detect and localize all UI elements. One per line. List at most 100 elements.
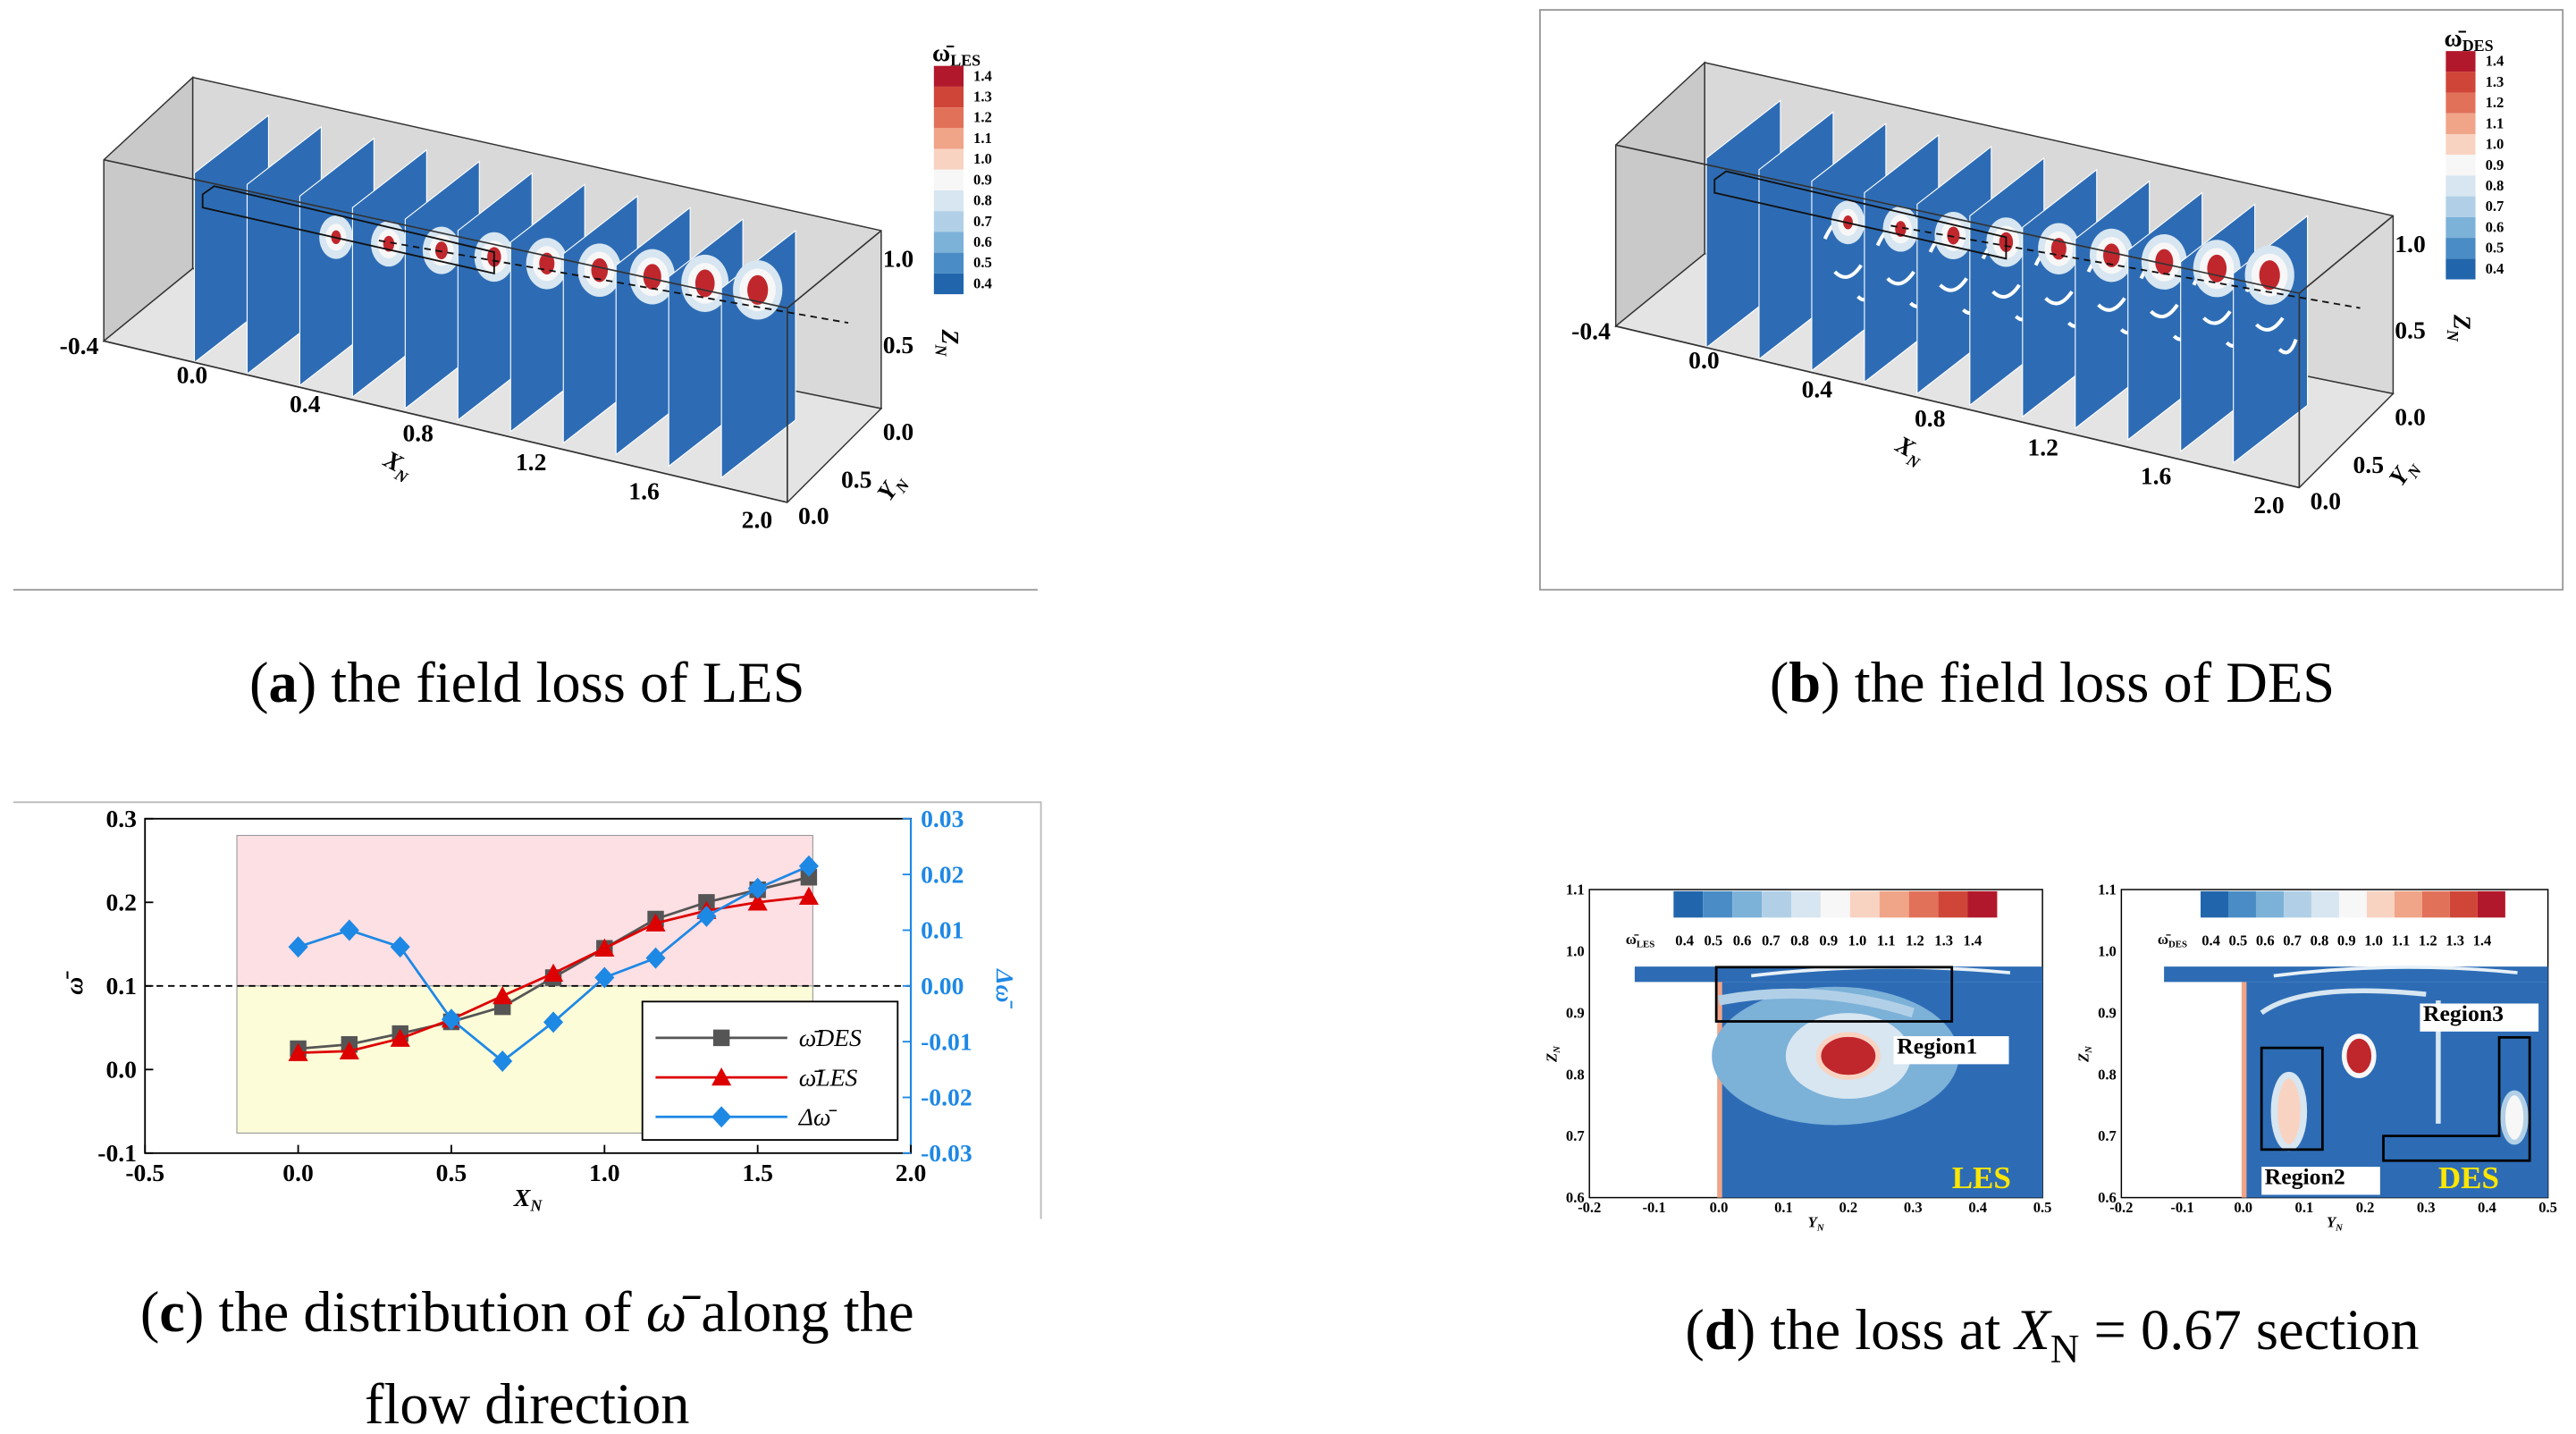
section-plot: Region2 Region3 DES 0.4 0.5 0.6 0.7 0.8 0.9 1.0 1.… — [2075, 881, 2557, 1234]
x-tick-label: -0.5 — [125, 1159, 164, 1186]
colorbar-band — [2227, 890, 2256, 918]
box-front-edges — [103, 158, 882, 503]
colorbar-band — [933, 252, 964, 274]
region-label-bg — [2420, 1003, 2539, 1032]
colorbar-label: 0.7 — [973, 213, 992, 230]
caption: flow direction — [365, 1372, 690, 1434]
colorbar-band — [2446, 155, 2476, 176]
colorbar-band — [2446, 72, 2476, 93]
x-tick-label: -0.4 — [60, 332, 99, 359]
marker — [798, 855, 819, 877]
region-label-bg — [2261, 1167, 2380, 1195]
z-axis-label-part: Z — [937, 329, 964, 345]
colorbar-label: 0.4 — [2486, 260, 2504, 277]
marker — [288, 936, 308, 958]
y-tick-label: 0.5 — [2353, 451, 2384, 478]
marker — [645, 947, 666, 969]
colorbar-label: 1.2 — [2419, 932, 2437, 949]
marker — [747, 892, 768, 911]
colorbar-band — [933, 190, 964, 212]
z-tick-label: 0.5 — [2395, 316, 2426, 344]
caption-part: c — [159, 1280, 185, 1344]
box-front-edges — [1615, 144, 2394, 489]
x-tick-label: 0.0 — [177, 361, 208, 389]
marker — [441, 1008, 462, 1031]
x-axis-label-part: X — [513, 1184, 531, 1211]
vortex-core — [2103, 243, 2120, 267]
y-tick-label: 1.1 — [1566, 881, 1585, 898]
marker — [288, 1042, 308, 1061]
caption-part: X — [2012, 1298, 2052, 1362]
caption: (d) the loss at XN = 0.67 section — [1685, 1298, 2419, 1371]
loss-core — [1815, 1032, 1881, 1080]
x-tick-label: 0.1 — [1774, 1199, 1793, 1216]
marker — [390, 936, 410, 958]
colorbar-label: 0.6 — [973, 233, 992, 250]
x-axis-label-part: Y — [2327, 1214, 2337, 1231]
colorbar-label: 1.2 — [2486, 94, 2504, 111]
x-tick-label: 0.0 — [1710, 1199, 1729, 1216]
y-tick-label: 0.5 — [841, 465, 872, 493]
caption-part: ) the field loss of LES — [298, 651, 805, 714]
colorbar-label: 0.9 — [2337, 932, 2356, 949]
vortex-core — [1947, 226, 1960, 245]
colorbar-label: 1.0 — [2364, 932, 2383, 949]
loss-blob — [2270, 1071, 2308, 1151]
x-tick-label: 2.0 — [896, 1159, 927, 1186]
vortex-core — [383, 235, 395, 252]
caption-part: a — [268, 651, 297, 714]
colorbar-label: 0.7 — [2283, 932, 2302, 949]
colorbar-band — [2446, 238, 2476, 259]
colorbar-band — [2446, 216, 2476, 239]
x-axis-label: YN — [1808, 1214, 1825, 1234]
colorbar-label: 0.4 — [973, 274, 992, 291]
caption-part: = 0.67 section — [2079, 1298, 2419, 1362]
marker — [492, 985, 513, 1005]
colorbar-band — [933, 128, 964, 149]
z-axis-label-part: Z — [2449, 314, 2477, 330]
legend-box — [641, 1000, 899, 1142]
y2-tick-label: 0.01 — [921, 916, 964, 944]
colorbar-band — [2366, 890, 2395, 918]
colorbar-label: 1.1 — [2486, 114, 2504, 131]
vortex-core — [643, 264, 661, 290]
field-panel: -0.40.00.40.81.21.62.0 0.00.50.00.51.0XNY… — [1571, 24, 2504, 519]
colorbar-label: 0.9 — [2486, 156, 2504, 173]
marker — [390, 1028, 410, 1047]
marker — [747, 877, 768, 899]
colorbar-label: 1.2 — [973, 109, 992, 126]
colorbar-band — [933, 65, 964, 87]
colorbar-label: 1.1 — [1877, 932, 1896, 949]
colorbar-title-part: DES — [2462, 37, 2494, 55]
inlet-bar — [2164, 966, 2548, 983]
y-axis-label-part: N — [2084, 1045, 2094, 1054]
colorbar-band — [2255, 890, 2284, 918]
colorbar-title: ω̄LES — [1626, 931, 1654, 950]
colorbar-band — [2446, 92, 2476, 114]
caption-part: along the — [686, 1280, 913, 1344]
legend-marker — [711, 1106, 732, 1128]
colorbar-band — [2446, 175, 2476, 197]
z-axis-label: ZN — [932, 329, 964, 358]
colorbar-label: 1.0 — [973, 150, 992, 167]
colorbar-label: 0.5 — [1705, 932, 1723, 949]
vortex-core — [2155, 249, 2174, 275]
colorbar-label: 0.8 — [2311, 932, 2329, 949]
z-tick-label: 0.0 — [2395, 402, 2426, 430]
z-tick-label: 0.0 — [883, 418, 914, 445]
x-axis-label-part: N — [2335, 1222, 2344, 1233]
x-tick-label: 1.5 — [742, 1159, 773, 1186]
y-tick-label: 0.2 — [105, 889, 137, 916]
line-chart: -0.5 0.0 0.5 1.0 1.5 2.0 -0.1 0.0 0.1 0.2 0.3 -0.03… — [60, 805, 1019, 1214]
region-label: Region3 — [2423, 1000, 2504, 1026]
colorbar-label: 1.3 — [1934, 932, 1953, 949]
colorbar-label: 0.5 — [973, 254, 992, 271]
colorbar-label: 0.6 — [1733, 932, 1752, 949]
region-label-bg — [1893, 1036, 2009, 1065]
x-tick-label: 0.5 — [2538, 1199, 2557, 1216]
colorbar-band — [2446, 133, 2476, 156]
legend-marker — [712, 1029, 730, 1047]
colorbar-label: 1.3 — [973, 89, 992, 105]
y-axis-label: ZN — [1543, 1045, 1562, 1063]
